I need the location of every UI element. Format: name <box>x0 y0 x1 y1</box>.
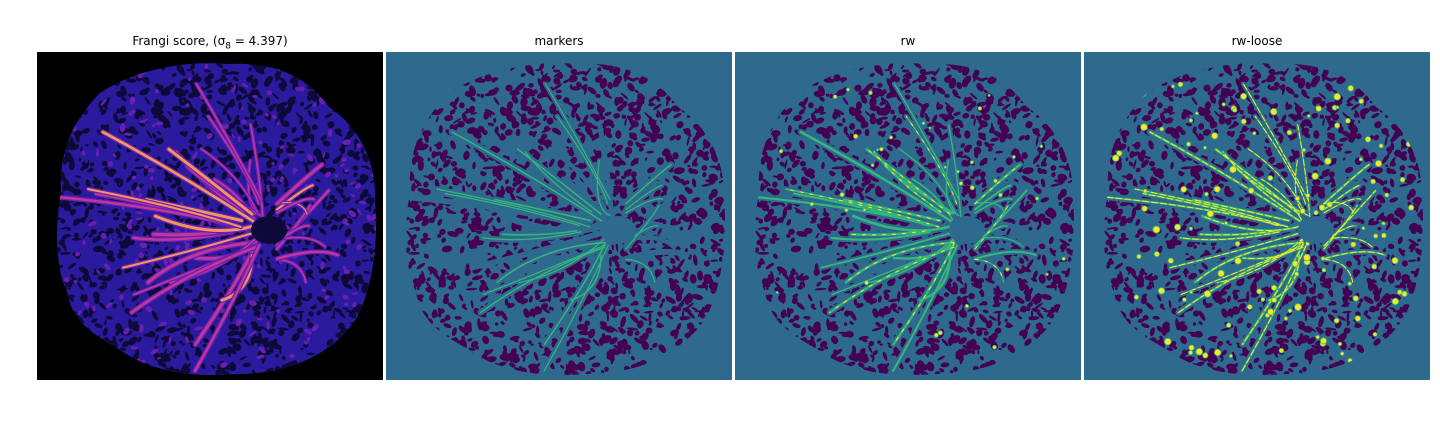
panel-title-rw-loose: rw-loose <box>1231 34 1283 48</box>
rw-loose-image <box>1084 52 1430 380</box>
panel-title-frangi: Frangi score, (σ8 = 4.397) <box>132 34 288 52</box>
rw-image <box>735 52 1081 380</box>
frangi-score-image <box>37 52 383 380</box>
panel-title-rw: rw <box>900 34 916 48</box>
markers-image <box>386 52 732 380</box>
panel-title-markers: markers <box>534 34 584 48</box>
